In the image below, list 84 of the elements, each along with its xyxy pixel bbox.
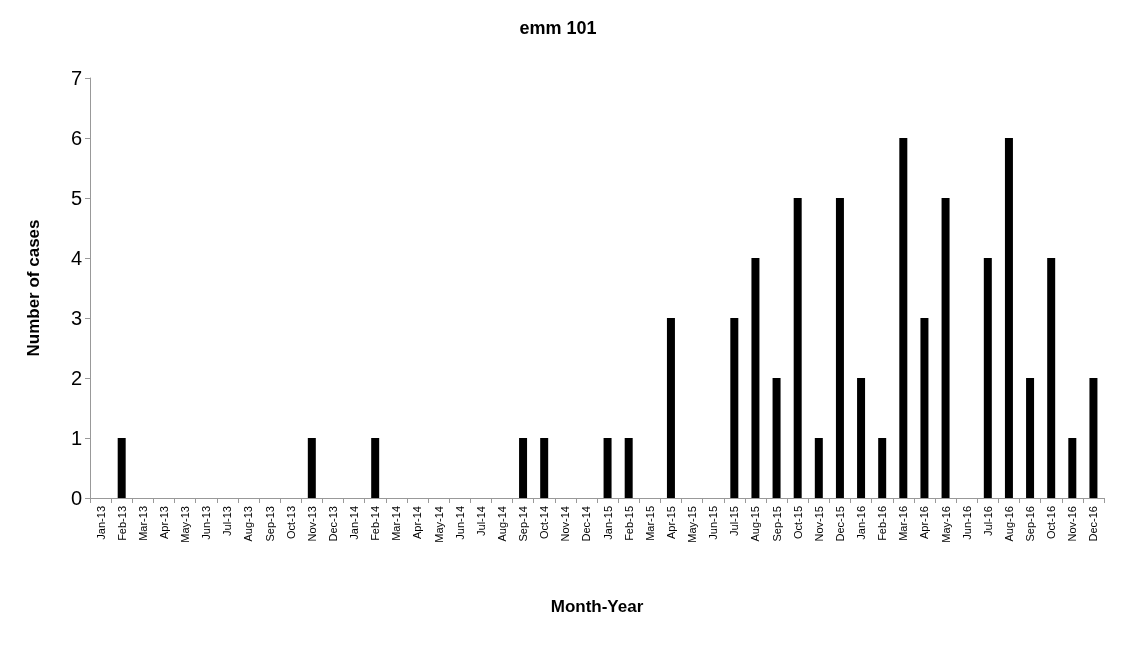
x-tick-label: Jun-13 [200,506,213,540]
bar [793,198,802,498]
bar [878,438,887,498]
x-tick-label: Jun-15 [707,506,720,540]
bar [519,438,528,498]
x-tick-label: Jan-14 [348,506,361,540]
y-tick-label: 5 [70,187,82,209]
x-tick-label: Mar-13 [136,506,149,541]
x-tick-label: Dec-14 [580,506,593,542]
x-tick-label: Apr-14 [411,506,424,540]
x-tick-label: May-13 [179,506,192,543]
bar [1068,438,1077,498]
x-tick-label: Feb-16 [876,506,889,541]
x-tick-label: Jul-13 [221,506,234,536]
x-tick-label: Jun-14 [453,506,466,540]
bar [624,438,633,498]
x-tick-label: Aug-15 [749,506,762,542]
bar [814,438,823,498]
x-tick-label: Aug-13 [242,506,255,542]
y-axis-title: Number of cases [24,219,43,357]
x-tick-label: Aug-16 [1002,506,1015,542]
y-tick-label: 2 [70,367,82,389]
x-tick-label: Nov-14 [559,506,572,542]
x-tick-label: May-16 [939,506,952,543]
bar [307,438,316,498]
x-tick-label: Oct-16 [1045,506,1058,540]
x-tick-label: Jun-16 [960,506,973,540]
y-tick-label: 4 [70,247,82,269]
x-tick-label: Apr-13 [157,506,170,540]
bar [941,198,950,498]
x-tick-label: Mar-14 [390,506,403,541]
x-tick-label: Jan-13 [94,506,107,540]
x-tick-label: Jan-16 [855,506,868,540]
x-tick-label: Nov-16 [1066,506,1079,542]
x-axis-title: Month-Year [550,597,644,616]
y-tick-label: 7 [70,67,82,89]
x-tick-label: Mar-16 [897,506,910,541]
bar [772,378,781,498]
x-tick-label: Jul-15 [728,506,741,536]
x-tick-label: Apr-15 [664,506,677,540]
x-tick-label: Feb-15 [622,506,635,541]
x-tick-label: Nov-13 [305,506,318,542]
bar [540,438,549,498]
bar [1026,378,1035,498]
x-tick-label: Sep-16 [1024,506,1037,542]
bar [751,258,760,498]
x-tick-label: Feb-14 [369,506,382,541]
x-tick-label: Jul-14 [474,506,487,536]
bar [117,438,126,498]
bar [835,198,844,498]
x-tick-label: Aug-14 [495,506,508,542]
bar [857,378,866,498]
bar [1004,138,1013,498]
y-tick-label: 0 [70,487,82,509]
bar [666,318,675,498]
x-tick-label: Jul-16 [981,506,994,536]
x-tick-label: Dec-15 [833,506,846,542]
y-tick-label: 6 [70,127,82,149]
bar [371,438,380,498]
x-tick-label: Sep-15 [770,506,783,542]
x-tick-label: Nov-15 [812,506,825,542]
x-tick-label: Oct-13 [284,506,297,540]
bar [920,318,929,498]
bar [730,318,739,498]
x-tick-label: Oct-14 [538,506,551,540]
y-tick-label: 1 [70,427,82,449]
bar [899,138,908,498]
x-tick-label: Jan-15 [601,506,614,540]
x-tick-label: May-14 [432,506,445,543]
x-tick-label: Sep-13 [263,506,276,542]
x-tick-label: Sep-14 [517,506,530,542]
bar [1047,258,1056,498]
chart-title: emm 101 [519,18,597,38]
x-tick-label: Dec-16 [1087,506,1100,542]
y-tick-label: 3 [70,307,82,329]
x-tick-label: Mar-15 [643,506,656,541]
x-tick-label: Dec-13 [326,506,339,542]
x-tick-label: May-15 [686,506,699,543]
x-tick-label: Apr-16 [918,506,931,540]
bar [983,258,992,498]
x-tick-label: Feb-13 [115,506,128,541]
bar [1089,378,1098,498]
x-tick-label: Oct-15 [791,506,804,540]
bar [603,438,612,498]
